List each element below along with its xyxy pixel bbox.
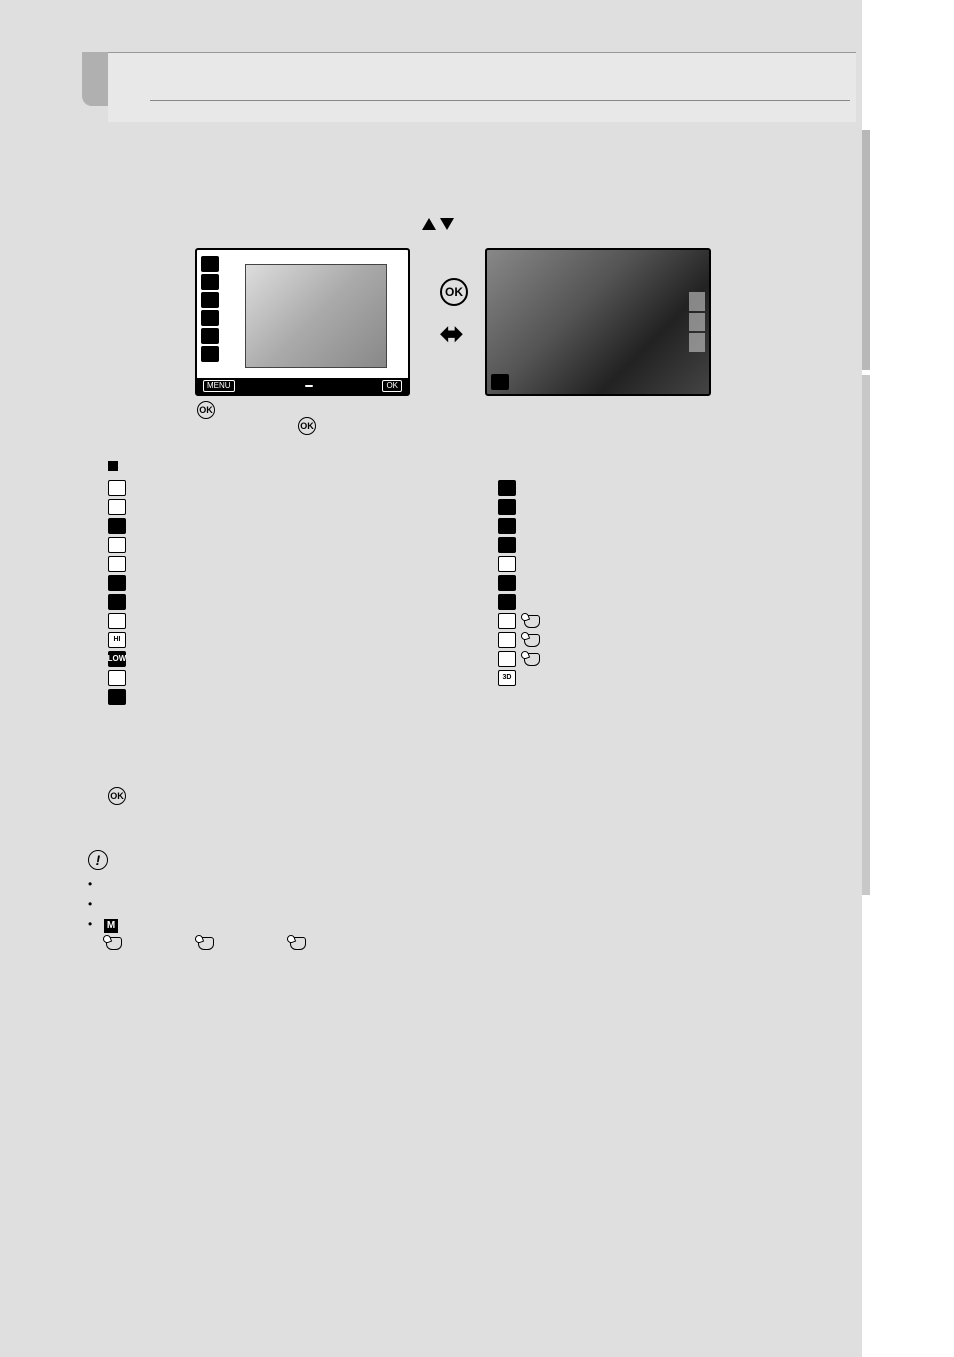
list-item	[108, 480, 458, 496]
list-item	[498, 651, 848, 667]
sample-photo	[245, 264, 387, 368]
converter-lens-icon	[524, 615, 540, 628]
landscape-portrait-icon	[108, 537, 126, 553]
converter-lens-icon	[524, 634, 540, 647]
macro-conv-icon	[498, 651, 516, 667]
children-icon	[108, 613, 126, 629]
converter-lens-icon	[524, 653, 540, 666]
ok-inline-icon: OK	[108, 787, 126, 805]
screen-bottom-bar: MENU OK	[197, 378, 408, 394]
mid-badge	[305, 385, 313, 387]
nature-macro-icon	[498, 480, 516, 496]
list-item	[498, 575, 848, 591]
list-item	[108, 594, 458, 610]
dis-mode-icon	[108, 670, 126, 686]
list-item	[498, 480, 848, 496]
documents-icon	[498, 537, 516, 553]
corner-scene-icon	[491, 374, 509, 390]
list-item	[108, 518, 458, 534]
night-portrait-icon	[108, 594, 126, 610]
list-item	[498, 556, 848, 572]
list-item	[108, 613, 458, 629]
low-key-icon: LOW	[108, 651, 126, 667]
mini-icon	[201, 328, 219, 344]
list-header-row	[108, 458, 124, 476]
scene-col-2: 3D	[498, 480, 848, 708]
converter-lens-icon	[290, 937, 306, 950]
double-arrow-icon: ⬌	[440, 315, 463, 353]
e-portrait-icon	[108, 499, 126, 515]
converter-lens-icon	[106, 937, 122, 950]
m-square-icon: M	[104, 919, 118, 933]
macro-icon	[108, 689, 126, 705]
wide-angle-icon	[498, 632, 516, 648]
header-rule	[150, 100, 850, 101]
mini-icon	[201, 292, 219, 308]
sport-icon	[108, 556, 126, 572]
mini-icon	[201, 346, 219, 362]
ok-small-icon-1: OK	[197, 400, 215, 419]
list-item	[498, 594, 848, 610]
triangle-down-icon	[440, 218, 454, 230]
side-tab-lower	[862, 375, 870, 895]
candle-icon	[498, 499, 516, 515]
preview-screen-right	[485, 248, 711, 396]
list-item	[498, 632, 848, 648]
list-item	[498, 499, 848, 515]
mini-icon	[201, 310, 219, 326]
night-scene-icon	[108, 575, 126, 591]
list-item	[108, 575, 458, 591]
list-item	[108, 556, 458, 572]
list-item: HI	[108, 632, 458, 648]
list-item	[108, 670, 458, 686]
note-item: M	[104, 916, 118, 933]
square-bullet-icon	[108, 461, 118, 471]
ok-small-icon-2: OK	[298, 416, 316, 435]
mini-icon	[201, 256, 219, 272]
landscape-icon	[108, 518, 126, 534]
fisheye-icon	[498, 613, 516, 629]
list-item	[108, 689, 458, 705]
ok-badge: OK	[382, 380, 402, 393]
list-item	[498, 613, 848, 629]
panorama-icon	[498, 556, 516, 572]
right-level-bars	[689, 292, 705, 352]
corner-tab	[82, 52, 108, 106]
fireworks-icon	[498, 575, 516, 591]
side-tab	[862, 130, 870, 370]
high-key-icon: HI	[108, 632, 126, 648]
after-list-text: OK	[108, 785, 838, 805]
list-item	[498, 537, 848, 553]
ok-button-icon: OK	[440, 278, 468, 306]
list-item: LOW	[108, 651, 458, 667]
header-block	[108, 52, 856, 122]
arrow-label-right	[420, 218, 456, 234]
converter-lens-icon	[198, 937, 214, 950]
scene-col-1: HI LOW	[108, 480, 458, 708]
list-item	[498, 518, 848, 534]
scene-mode-list: HI LOW 3D	[108, 480, 848, 708]
scene-icon-strip	[201, 256, 223, 362]
list-item: 3D	[498, 670, 848, 686]
caution-icon: !	[88, 850, 108, 870]
notes-block: ! • • • M	[88, 850, 843, 954]
beach-snow-icon	[498, 594, 516, 610]
list-item	[108, 499, 458, 515]
mini-icon	[201, 274, 219, 290]
preview-screen-left: MENU OK	[195, 248, 410, 396]
3d-icon: 3D	[498, 670, 516, 686]
menu-badge: MENU	[203, 380, 235, 393]
sunset-icon	[498, 518, 516, 534]
triangle-up-icon	[422, 218, 436, 230]
portrait-icon	[108, 480, 126, 496]
list-item	[108, 537, 458, 553]
